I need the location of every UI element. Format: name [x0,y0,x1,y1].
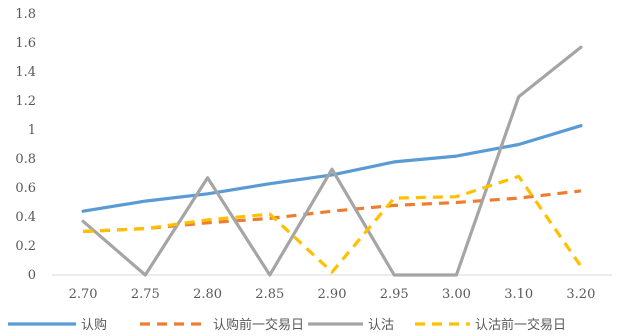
y-tick-label: 0 [28,268,36,283]
legend-label: 认购前一交易日 [213,317,304,333]
series-line-4 [83,174,583,274]
series-line-2 [83,189,582,234]
x-tick-label: 3.20 [566,287,595,302]
legend-item-1: 认购 [8,317,107,333]
x-tick-label: 2.95 [380,287,409,302]
y-tick-label: 1 [28,123,36,138]
x-tick-label: 2.80 [193,287,222,302]
x-tick-label: 2.75 [131,287,160,302]
legend: 认购 认购前一交易日 认沽 认沽前一交易日 [8,317,566,333]
y-axis: 0 0.2 0.4 0.6 0.8 1 1.2 1.4 1.6 1.8 [15,7,36,283]
legend-label: 认沽 [368,318,394,333]
legend-label: 认购 [81,317,107,333]
legend-item-4: 认沽前一交易日 [415,317,566,333]
x-tick-label: 2.85 [255,287,284,302]
legend-item-3: 认沽 [308,318,394,333]
y-tick-label: 1.4 [15,65,36,80]
x-tick-label: 2.70 [69,287,98,302]
x-tick-label: 3.00 [442,287,471,302]
y-tick-label: 0.6 [15,181,36,196]
series-line-3 [81,45,583,277]
y-tick-label: 0.2 [15,239,36,254]
series-layer [81,45,583,277]
y-tick-label: 1.6 [15,36,36,51]
y-tick-label: 0.8 [15,152,36,167]
legend-item-2: 认购前一交易日 [140,317,304,333]
x-tick-label: 2.90 [318,287,347,302]
y-tick-label: 1.2 [15,94,36,109]
x-axis: 2.70 2.75 2.80 2.85 2.90 2.95 3.00 3.10 3.20 [52,274,612,302]
legend-label: 认沽前一交易日 [475,317,566,333]
y-tick-label: 0.4 [15,210,36,225]
y-tick-label: 1.8 [15,7,36,22]
x-tick-label: 3.10 [504,287,533,302]
series-line-1 [81,124,583,213]
